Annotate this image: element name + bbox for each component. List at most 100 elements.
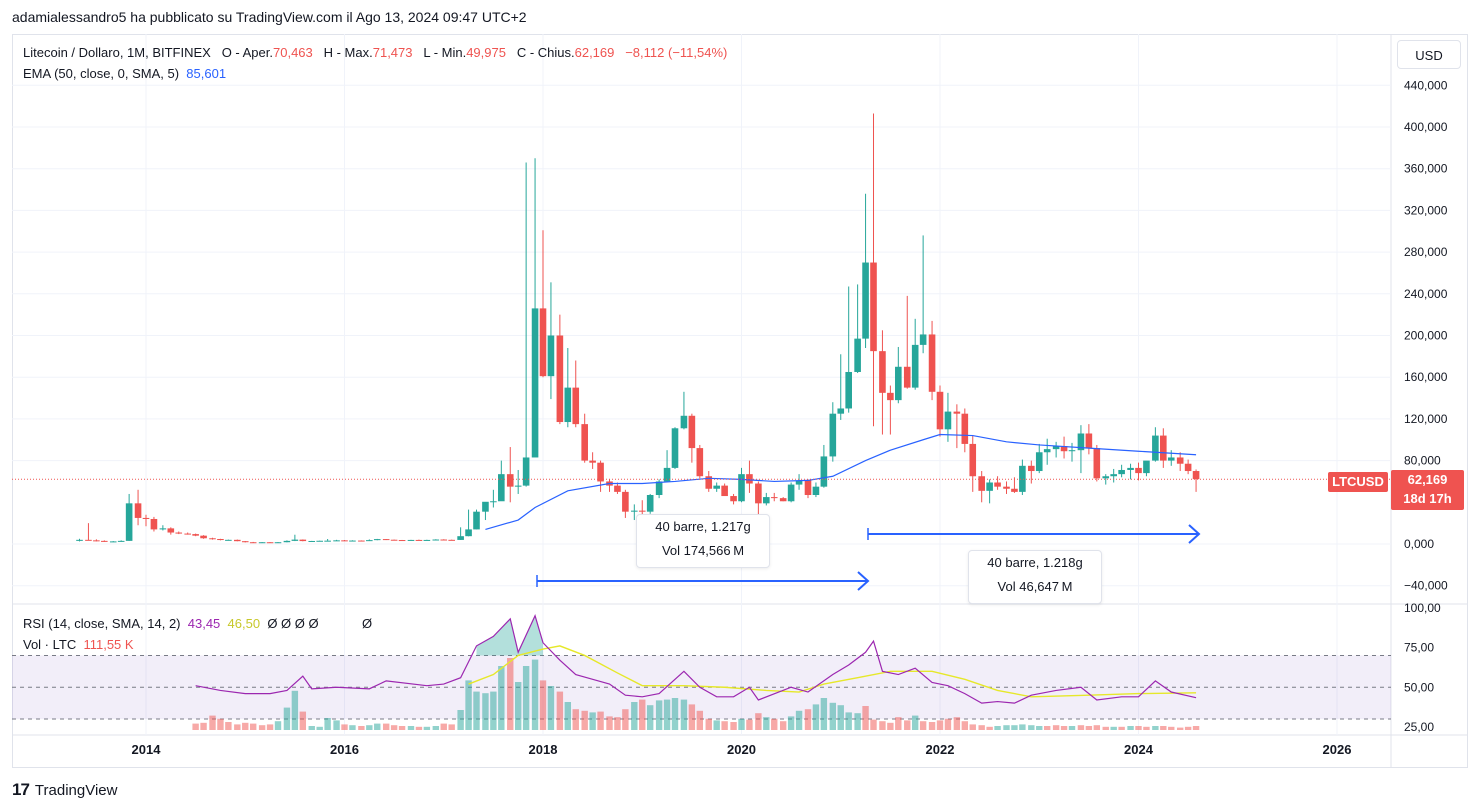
candle-body [614, 485, 621, 492]
vol-value: 111,55 K [83, 637, 134, 652]
volume-bar [1052, 725, 1060, 730]
volume-bar [837, 705, 844, 730]
legend-symbol[interactable]: Litecoin / Dollaro, 1M, BITFINEX [23, 45, 211, 60]
candle-body [125, 503, 133, 541]
volume-bar [1003, 725, 1010, 730]
vol-legend: Vol · LTC 111,55 K [23, 637, 134, 652]
bar-countdown: 18d 17h [1403, 491, 1452, 506]
candle-body [1127, 467, 1134, 470]
volume-bar [787, 716, 795, 730]
candle-body [663, 467, 671, 482]
candle-body [572, 387, 580, 425]
candle-body [415, 539, 423, 541]
candle-body [1176, 457, 1184, 464]
candle-body [142, 517, 150, 519]
candle-body [514, 485, 522, 487]
candle-body [274, 542, 282, 544]
candle-body [1019, 465, 1026, 492]
volume-bar [1060, 726, 1068, 730]
rsi-tick-label: 100,00 [1404, 601, 1441, 615]
candle-body [1152, 435, 1159, 461]
candle-body [358, 540, 365, 542]
candle-body [854, 338, 861, 372]
volume-bar [804, 709, 812, 730]
volume-bar [994, 726, 1001, 730]
volume-bar [928, 722, 936, 730]
candle-body [85, 539, 92, 541]
candle-body [432, 539, 440, 541]
volume-bar [390, 725, 398, 730]
candle-body [895, 366, 902, 401]
candle-body [109, 541, 117, 543]
price-tick-label: 200,000 [1404, 329, 1448, 343]
rsi-sma-value: 46,50 [227, 616, 261, 631]
volume-bar [539, 680, 547, 730]
candle-body [812, 486, 820, 496]
candle-body [1192, 471, 1200, 480]
candle-body [787, 484, 795, 502]
currency-button[interactable]: USD [1397, 40, 1461, 69]
candle-body [225, 539, 232, 541]
candle-body [1085, 433, 1093, 449]
price-tick-label: 360,000 [1404, 162, 1448, 176]
candle-body [936, 391, 944, 430]
footer-brand-text: TradingView [34, 781, 118, 799]
rsi-extra: Ø Ø Ø Ø [267, 616, 319, 631]
candle-body [241, 541, 249, 543]
time-tick-label: 2026 [1323, 742, 1352, 757]
candle-body [349, 540, 356, 542]
volume-bar [895, 717, 902, 730]
legend-h-label: H - Max. [323, 45, 373, 60]
symbol-price-tag: LTCUSD [1328, 472, 1388, 492]
volume-bar [961, 721, 969, 730]
measure-callout-2: 40 barre, 1.218g Vol 46,647 M [968, 550, 1102, 604]
rsi-label[interactable]: RSI (14, close, SMA, 14, 2) [23, 616, 181, 631]
volume-bar [1019, 724, 1026, 730]
candle-body [291, 539, 299, 541]
ema-label[interactable]: EMA (50, close, 0, SMA, 5) [23, 66, 180, 81]
volume-bar [316, 726, 323, 730]
legend-h-value: 71,473 [372, 45, 413, 60]
rsi-extra2: Ø [361, 616, 373, 631]
candle-body [448, 539, 455, 541]
candle-body [522, 457, 530, 486]
candle-body [1043, 449, 1051, 453]
footer-brand[interactable]: 17 TradingView [12, 780, 117, 800]
candle-body [820, 456, 828, 487]
volume-bar [564, 702, 572, 730]
volume-bar [358, 726, 365, 730]
candle-body [117, 540, 125, 542]
volume-bar [978, 725, 985, 730]
candle-body [283, 540, 291, 543]
time-tick-label: 2018 [529, 742, 558, 757]
candle-body [134, 503, 142, 518]
measure-1-bars: 40 barre, 1.217g [655, 519, 751, 534]
candle-body [175, 532, 183, 534]
vol-label[interactable]: Vol · LTC [23, 637, 77, 652]
price-tick-label: 440,000 [1404, 78, 1448, 92]
candle-body [1003, 486, 1010, 489]
price-tick-label: 400,000 [1404, 120, 1448, 134]
candle-body [217, 538, 224, 541]
price-tick-label: 280,000 [1404, 245, 1448, 259]
candle-body [994, 482, 1001, 487]
volume-bar [482, 693, 489, 730]
rsi-legend: RSI (14, close, SMA, 14, 2) 43,45 46,50 … [23, 616, 372, 631]
candle-body [1035, 452, 1043, 472]
candle-body [324, 540, 331, 542]
volume-bar [820, 698, 828, 730]
price-tick-label: 160,000 [1404, 370, 1448, 384]
candle-body [696, 448, 704, 477]
volume-bar [242, 722, 249, 730]
measure-arrow-2-head [1188, 524, 1201, 544]
volume-bar [1110, 726, 1117, 730]
volume-bar [639, 699, 646, 730]
last-price-label: 62,169 18d 17h [1391, 470, 1464, 510]
candle-body [928, 334, 936, 392]
price-tick-label: 0,000 [1404, 537, 1434, 551]
candle-body [167, 528, 175, 533]
volume-bar [631, 702, 638, 730]
volume-bar [845, 712, 852, 730]
volume-bar [274, 721, 282, 730]
